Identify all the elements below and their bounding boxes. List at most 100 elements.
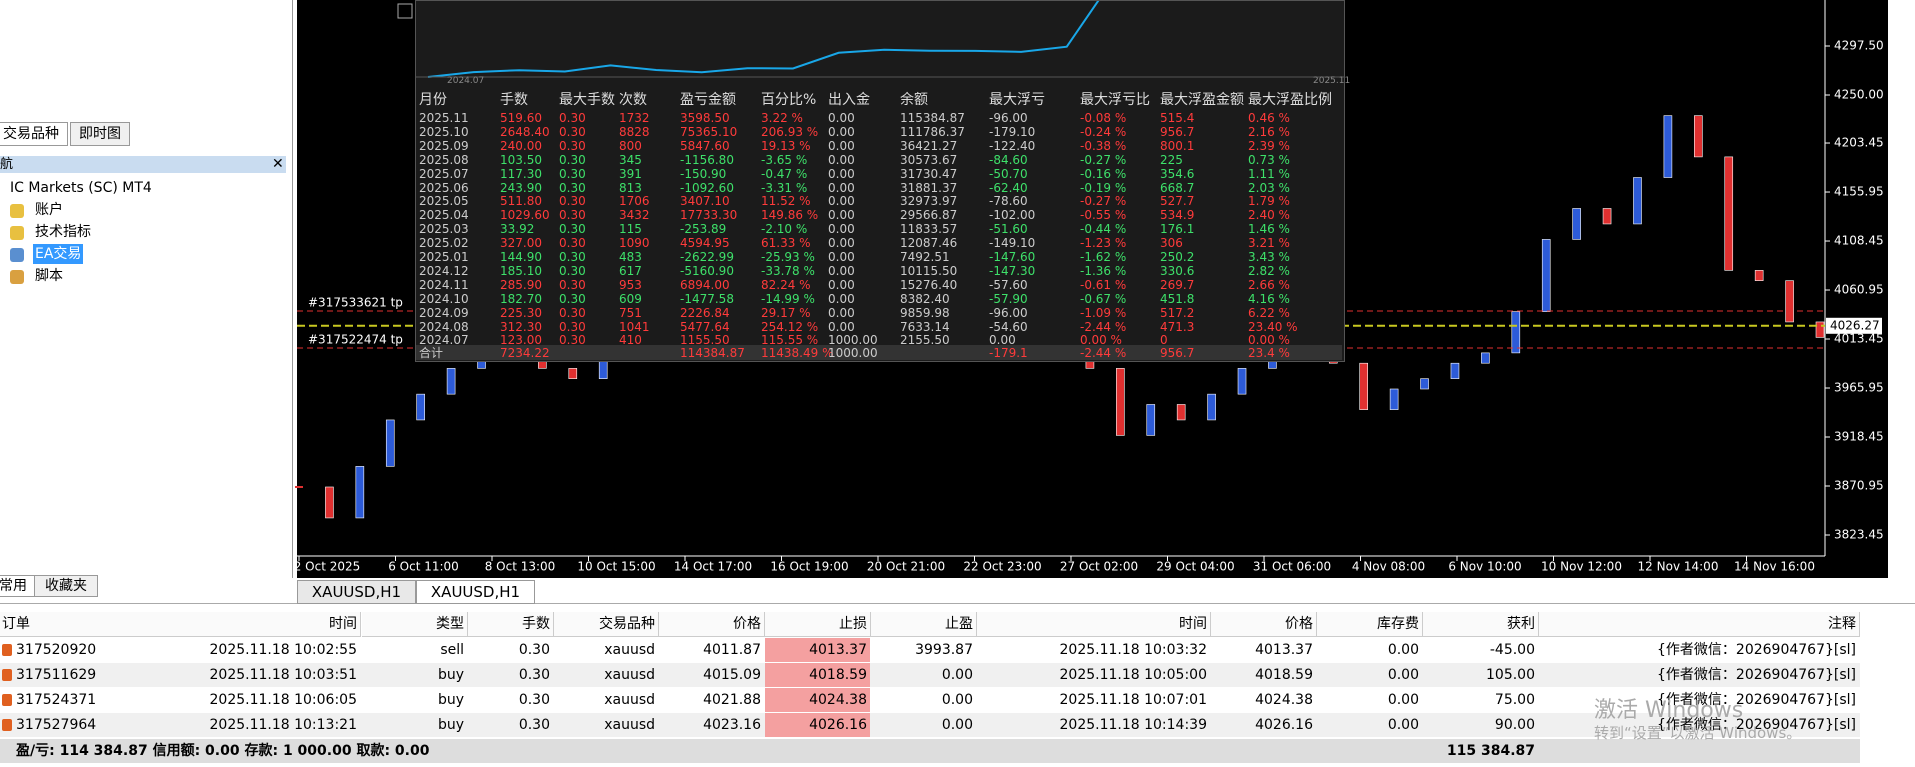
report-cell: 3.22 % bbox=[761, 111, 803, 125]
table-header[interactable]: 价格 bbox=[1285, 616, 1313, 632]
report-cell: 2.39 % bbox=[1248, 138, 1290, 153]
candle bbox=[1754, 270, 1764, 281]
panel-tab[interactable]: 收藏夹 bbox=[34, 575, 98, 597]
panel-tab[interactable]: 常用 bbox=[0, 575, 38, 597]
table-cell: 90.00 bbox=[1494, 717, 1535, 733]
table-header[interactable]: 时间 bbox=[329, 616, 357, 632]
report-cell: -2.10 % bbox=[761, 222, 808, 237]
table-header[interactable]: 库存费 bbox=[1377, 616, 1419, 632]
report-header: 月份 bbox=[419, 92, 447, 108]
report-cell: 617 bbox=[619, 263, 642, 278]
curve-label: 2025.11 bbox=[1313, 76, 1351, 86]
table-header[interactable]: 止盈 bbox=[945, 616, 973, 632]
table-header[interactable]: 手数 bbox=[522, 616, 550, 632]
sl-cell bbox=[765, 713, 870, 737]
tree-item[interactable]: IC Markets (SC) MT4 bbox=[10, 180, 152, 196]
x-tick-label: 8 Oct 13:00 bbox=[485, 560, 556, 574]
candle bbox=[1602, 208, 1612, 225]
table-header[interactable]: 时间 bbox=[1179, 616, 1207, 632]
panel-tab[interactable]: 即时图 bbox=[70, 122, 130, 146]
table-header[interactable]: 订单 bbox=[2, 616, 30, 632]
table-header[interactable]: 价格 bbox=[733, 616, 761, 632]
report-cell: 0.30 bbox=[559, 124, 586, 139]
report-header: 出入金 bbox=[828, 92, 870, 108]
report-cell: 0.00 bbox=[828, 180, 855, 195]
report-cell: 2024.12 bbox=[419, 263, 469, 278]
report-cell: 243.90 bbox=[500, 180, 542, 195]
chart-tab[interactable]: XAUUSD,H1 bbox=[297, 580, 416, 604]
tree-item[interactable]: 脚本 bbox=[35, 268, 63, 284]
report-header: 最大浮亏比 bbox=[1080, 92, 1150, 108]
report-cell: -57.90 bbox=[989, 291, 1028, 306]
table-header[interactable]: 注释 bbox=[1828, 616, 1856, 632]
report-header: 余额 bbox=[900, 92, 928, 108]
table-row[interactable] bbox=[0, 663, 1860, 687]
equity-curve bbox=[416, 1, 1344, 78]
report-cell: 751 bbox=[619, 305, 642, 320]
report-cell: 206.93 % bbox=[761, 124, 819, 139]
report-cell: 0.00 bbox=[828, 291, 855, 306]
report-header: 最大浮盈比例 bbox=[1248, 92, 1332, 108]
y-tick-label: 4060.95 bbox=[1834, 283, 1884, 297]
tree-icon bbox=[10, 226, 24, 240]
report-cell: 517.2 bbox=[1160, 305, 1195, 320]
report-total: 956.7 bbox=[1160, 346, 1195, 360]
close-button[interactable]: ✕ bbox=[272, 156, 284, 172]
report-cell: 0.30 bbox=[559, 319, 586, 334]
report-cell: 23.40 % bbox=[1248, 319, 1298, 334]
x-tick-label: 2 Oct 2025 bbox=[294, 560, 361, 574]
table-header[interactable]: 止损 bbox=[839, 616, 867, 632]
report-cell: 2024.09 bbox=[419, 305, 469, 320]
table-row[interactable] bbox=[0, 688, 1860, 712]
table-header[interactable]: 获利 bbox=[1507, 616, 1535, 632]
report-cell: -1.23 % bbox=[1080, 236, 1127, 251]
report-cell: -0.55 % bbox=[1080, 208, 1127, 223]
candle bbox=[1694, 115, 1703, 158]
table-header-bg bbox=[128, 612, 361, 637]
report-cell: 0.00 bbox=[828, 250, 855, 264]
table-cell: 2025.11.18 10:07:01 bbox=[1059, 692, 1208, 708]
y-tick-label: 4013.45 bbox=[1834, 332, 1884, 346]
report-header: 最大浮盈金额 bbox=[1160, 92, 1244, 108]
candle bbox=[1633, 177, 1642, 225]
report-cell: -2622.99 bbox=[680, 250, 734, 264]
chart-tab[interactable]: XAUUSD,H1 bbox=[416, 580, 535, 604]
table-cell: 0.30 bbox=[518, 692, 550, 708]
table-cell: 4026.16 bbox=[1255, 717, 1313, 733]
report-cell: -0.19 % bbox=[1080, 180, 1127, 195]
report-cell: -0.47 % bbox=[761, 166, 808, 181]
report-cell: -122.40 bbox=[989, 138, 1036, 153]
report-total: -179.1 bbox=[989, 346, 1028, 360]
table-cell: buy bbox=[437, 667, 464, 683]
table-header-bg bbox=[0, 612, 132, 637]
report-cell: 240.00 bbox=[500, 138, 542, 153]
table-row[interactable] bbox=[0, 713, 1860, 737]
table-cell: {作者微信：2026904767}[sl] bbox=[1657, 642, 1856, 658]
tree-item[interactable]: 账户 bbox=[35, 202, 63, 218]
report-cell: 0.00 bbox=[828, 222, 855, 237]
tree-item[interactable]: 技术指标 bbox=[35, 224, 91, 240]
report-cell: 225.30 bbox=[500, 305, 542, 320]
table-cell: 2025.11.18 10:03:51 bbox=[209, 667, 358, 683]
panel-tab[interactable]: 交易品种 bbox=[0, 122, 68, 146]
report-cell: 33.92 bbox=[500, 222, 535, 237]
report-cell: -147.30 bbox=[989, 263, 1036, 278]
table-header[interactable]: 交易品种 bbox=[599, 616, 655, 632]
tree-item[interactable]: EA交易 bbox=[33, 244, 84, 264]
report-cell: 29566.87 bbox=[900, 208, 958, 223]
table-cell: -45.00 bbox=[1489, 642, 1535, 658]
table-cell: xauusd bbox=[604, 642, 655, 658]
table-cell: {作者微信：2026904767}[sl] bbox=[1657, 692, 1856, 708]
report-cell: 451.8 bbox=[1160, 291, 1195, 306]
report-cell: 0.30 bbox=[559, 333, 586, 348]
table-header-bg bbox=[1539, 612, 1860, 637]
report-cell: 8828 bbox=[619, 124, 650, 139]
table-row[interactable] bbox=[0, 638, 1860, 662]
report-cell: 250.2 bbox=[1160, 250, 1195, 264]
table-cell: 0.00 bbox=[1387, 667, 1419, 683]
report-cell: -0.16 % bbox=[1080, 166, 1127, 181]
total-row-bg bbox=[416, 345, 1342, 360]
table-header[interactable]: 类型 bbox=[436, 616, 464, 632]
x-tick-label: 16 Oct 19:00 bbox=[770, 560, 848, 574]
y-tick-label: 4155.95 bbox=[1834, 185, 1884, 199]
